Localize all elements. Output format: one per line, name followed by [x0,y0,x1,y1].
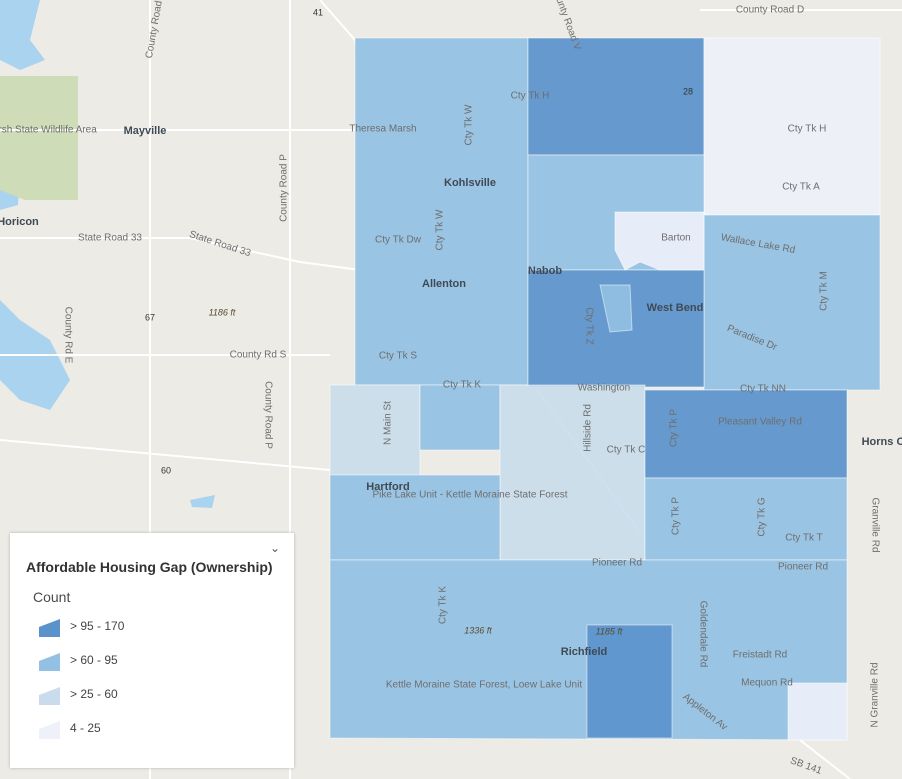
map-label: 67 [145,312,155,322]
map-label: Cty Tk K [443,380,481,391]
region [586,624,673,739]
region [614,211,705,271]
map-label: N Main St [383,401,394,445]
map-label: County Road P [262,381,273,449]
map-label: Mequon Rd [741,678,793,689]
map-label: N Granville Rd [870,662,881,727]
map-label: West Bend [647,302,704,314]
map-label: Allenton [422,278,466,290]
legend: ⌄ Affordable Housing Gap (Ownership) Cou… [10,533,294,768]
map-label: Horns C [862,436,902,448]
map-label: Cty Tk W [435,209,446,250]
map-label: Richfield [561,646,607,658]
legend-swatch [39,687,60,705]
map-label: Cty Tk H [511,91,550,102]
map-label: 28 [683,86,693,96]
region [329,474,501,561]
map-label: 41 [313,7,323,17]
map-label: Goldendale Rd [697,601,708,668]
swatch-shape [39,721,60,739]
map-label: 60 [161,465,171,475]
region [527,37,705,156]
swatch-shape [39,687,60,705]
legend-swatch [39,721,60,739]
map-label: Pioneer Rd [778,562,828,573]
map-label: Cty Tk H [788,124,827,135]
map-label: Cty Tk A [782,182,820,193]
map-label: Cty Tk P [669,409,680,447]
map-label: Granville Rd [869,497,880,552]
map-label: Horicon Marsh State Wildlife Area [0,125,97,136]
swatch-shape [39,653,60,671]
map-label: Cty Tk K [438,586,449,624]
map-label: Cty Tk T [785,533,822,544]
region [419,384,501,451]
legend-label: 4 - 25 [70,721,101,735]
map-label: 1186 ft [209,307,236,317]
wildlife-area [0,76,78,200]
map-label: Kettle Moraine State Forest, Loew Lake U… [386,680,582,691]
map-label: Cty Tk G [757,497,768,536]
map-label: Hillside Rd [583,404,594,452]
map-label: County Road P [279,154,290,222]
map-label: Cty Tk C [607,445,646,456]
map-label: Pleasant Valley Rd [718,417,802,428]
region [787,682,848,741]
map-label: Cty Tk P [671,497,682,535]
legend-item: > 25 - 60 [38,683,278,707]
region [599,284,633,333]
map-label: Cty Tk Z [583,307,594,345]
legend-label: > 60 - 95 [70,653,118,667]
regions [329,37,881,741]
legend-swatch [39,619,60,637]
map-label: Pioneer Rd [592,558,642,569]
map-label: Washington [578,383,630,394]
map-label: Horicon [0,216,39,228]
legend-label: > 25 - 60 [70,687,118,701]
map-label: Pike Lake Unit - Kettle Moraine State Fo… [372,490,567,501]
map-label: Cty Tk W [464,104,475,145]
map-label: Nabob [528,265,563,277]
map-label: County Road D [736,5,804,16]
map-label: Hartford [366,481,409,493]
region [499,384,646,561]
map-label: Cty Tk M [819,271,830,311]
map-label: Cty Tk S [379,351,417,362]
region [329,384,421,481]
map-label: Theresa Marsh [349,124,416,135]
map-label: County Rd E [62,307,73,364]
map-label: Freistadt Rd [733,650,787,661]
legend-swatch [39,653,60,671]
legend-item: 4 - 25 [38,717,278,741]
legend-subtitle: Count [33,589,71,605]
collapse-toggle[interactable]: ⌄ [269,541,280,555]
map-label: 1185 ft [596,626,623,636]
legend-title: Affordable Housing Gap (Ownership) [26,559,273,575]
swatch-shape [39,619,60,637]
legend-item: > 95 - 170 [38,615,278,639]
map-label: 1336 ft [464,625,492,635]
legend-label: > 95 - 170 [70,619,125,633]
legend-item: > 60 - 95 [38,649,278,673]
map-label: Barton [661,233,690,244]
map-label: Kohlsville [444,177,496,189]
map-label: Cty Tk NN [740,384,786,395]
map-label: Cty Tk Dw [375,235,422,246]
map-label: State Road 33 [78,233,142,244]
map-label: County Rd S [230,350,287,361]
map-label: Mayville [124,125,167,137]
